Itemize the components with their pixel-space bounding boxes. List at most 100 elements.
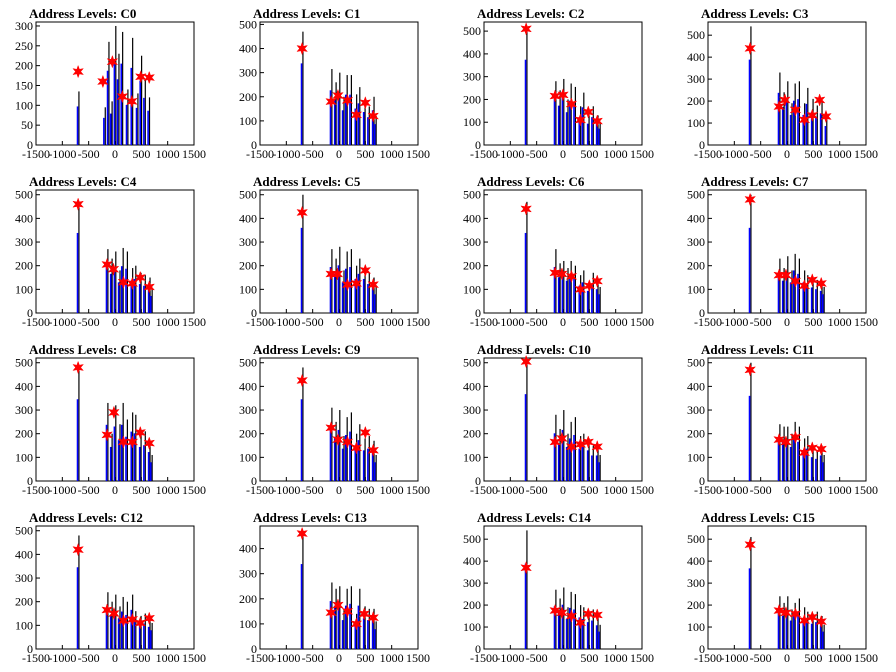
x-tick-label: -1000: [48, 315, 76, 329]
chart-panel: Address Levels: C11 0 100 200 300 400 500 -1500…: [672, 336, 896, 504]
y-tick-label: 0: [475, 642, 481, 656]
x-tick-label: 1500: [630, 315, 654, 329]
x-tick-label: -1500: [694, 315, 722, 329]
peak-marker: [744, 537, 756, 552]
y-tick-label: 100: [15, 98, 33, 112]
y-tick-label: 100: [15, 618, 33, 632]
x-tick-label: -1000: [720, 651, 748, 665]
peak-marker: [367, 443, 380, 458]
x-tick-label: 1000: [380, 315, 404, 329]
x-tick-label: -500: [526, 483, 548, 497]
y-tick-label: 100: [687, 620, 705, 634]
y-tick-label: 100: [463, 450, 481, 464]
peak-marker: [565, 97, 578, 111]
x-tick-label: -1500: [694, 651, 722, 665]
chart-panel: Address Levels: C9 0 100 200 300 400 500 -1500-…: [224, 336, 448, 504]
x-tick-label: 1500: [630, 147, 654, 161]
y-tick-label: 100: [687, 116, 705, 130]
x-tick-label: 1000: [156, 147, 180, 161]
peak-marker: [72, 197, 84, 211]
x-tick-label: 1500: [630, 651, 654, 665]
peak-marker: [744, 41, 756, 56]
chart-panel: Address Levels: C0 0 50 100 150 200 250 300 -150…: [0, 0, 224, 168]
x-tick-label: -1500: [246, 651, 274, 665]
peak-marker: [359, 425, 372, 440]
chart-svg: 0 100 200 300 400 500 -1500-1000 -500 0 500 1000 15…: [687, 188, 878, 329]
peak-marker: [101, 428, 113, 442]
peak-marker: [815, 442, 828, 456]
chart-title: Address Levels: C0: [29, 6, 137, 21]
y-tick-label: 0: [27, 138, 33, 152]
y-tick-label: 500: [687, 28, 705, 42]
y-tick-label: 0: [475, 306, 481, 320]
peak-marker: [582, 105, 595, 119]
x-tick-label: 0: [112, 483, 118, 497]
y-tick-label: 200: [463, 427, 481, 441]
chart-title: Address Levels: C13: [253, 510, 367, 525]
peak-marker: [591, 274, 604, 288]
peak-marker: [296, 373, 308, 388]
x-tick-label: 1500: [406, 147, 430, 161]
x-tick-label: 0: [112, 651, 118, 665]
x-tick-label: 0: [784, 315, 790, 329]
y-tick-label: 100: [239, 282, 257, 296]
x-tick-label: -500: [78, 651, 100, 665]
x-tick-label: -1000: [720, 315, 748, 329]
y-tick-label: 300: [463, 235, 481, 249]
peak-marker: [332, 432, 344, 447]
x-tick-label: -500: [750, 315, 772, 329]
peak-marker: [556, 431, 568, 446]
y-tick-label: 400: [239, 211, 257, 225]
x-tick-label: 0: [336, 315, 342, 329]
peak-marker: [350, 276, 363, 291]
chart-title: Address Levels: C1: [253, 6, 361, 21]
peak-marker: [773, 603, 785, 618]
x-tick-label: 1000: [604, 651, 628, 665]
y-tick-label: 400: [239, 542, 257, 556]
x-tick-label: -1000: [496, 483, 524, 497]
x-tick-label: 500: [356, 147, 374, 161]
x-tick-label: -1000: [272, 147, 300, 161]
x-tick-label: -1500: [246, 147, 274, 161]
x-tick-label: -500: [750, 483, 772, 497]
peak-marker: [143, 70, 156, 85]
y-tick-label: 0: [251, 642, 257, 656]
x-tick-label: 1500: [406, 651, 430, 665]
peak-marker: [116, 89, 129, 104]
x-tick-label: 1000: [828, 651, 852, 665]
peak-marker: [744, 192, 756, 207]
chart-panel: Address Levels: C3 0 100 200 300 400 500 -1500-…: [672, 0, 896, 168]
peak-marker: [806, 108, 819, 123]
y-tick-label: 400: [687, 211, 705, 225]
y-tick-label: 400: [15, 379, 33, 393]
x-tick-label: 500: [804, 147, 822, 161]
x-tick-label: -500: [302, 315, 324, 329]
peak-marker: [806, 273, 819, 287]
x-tick-label: -500: [78, 315, 100, 329]
peak-marker: [789, 103, 802, 117]
y-tick-label: 400: [463, 47, 481, 61]
y-tick-label: 500: [463, 532, 481, 546]
y-tick-label: 0: [475, 474, 481, 488]
y-tick-label: 200: [463, 259, 481, 273]
x-tick-label: 0: [336, 147, 342, 161]
y-tick-label: 250: [15, 39, 33, 53]
x-tick-label: 1000: [156, 315, 180, 329]
x-tick-label: -1000: [48, 483, 76, 497]
x-tick-label: 1500: [630, 483, 654, 497]
peak-marker: [798, 279, 811, 293]
y-tick-label: 0: [251, 474, 257, 488]
peak-marker: [582, 607, 595, 621]
x-tick-label: 1000: [156, 483, 180, 497]
x-tick-label: 0: [784, 483, 790, 497]
y-tick-label: 300: [15, 403, 33, 417]
x-tick-label: 500: [132, 315, 150, 329]
y-tick-label: 0: [699, 642, 705, 656]
y-tick-label: 300: [687, 576, 705, 590]
peak-marker: [779, 93, 791, 107]
x-tick-label: 0: [560, 651, 566, 665]
chart-svg: 0 100 200 300 400 500 -1500-1000 -500 0 500 1000 15…: [239, 188, 430, 329]
x-tick-label: -500: [302, 483, 324, 497]
peak-marker: [296, 205, 308, 220]
